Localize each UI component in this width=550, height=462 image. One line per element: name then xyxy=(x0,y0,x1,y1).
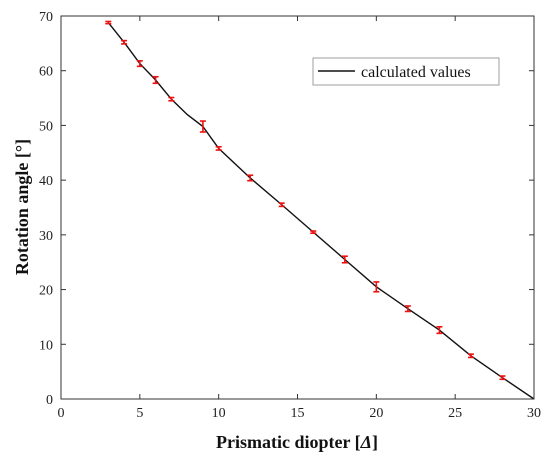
plot-frame xyxy=(60,15,535,400)
error-bar xyxy=(467,353,474,359)
legend: calculated values xyxy=(312,57,500,86)
error-bar xyxy=(499,375,506,381)
x-tick-label: 0 xyxy=(58,406,65,421)
y-tick-label: 70 xyxy=(39,10,53,25)
legend-box xyxy=(312,57,500,86)
x-tick-label: 20 xyxy=(369,406,383,421)
error-bar xyxy=(310,230,317,235)
y-tick-label: 20 xyxy=(39,284,53,299)
x-tick-label: 25 xyxy=(448,406,462,421)
error-bar xyxy=(247,174,254,182)
error-bar xyxy=(373,281,380,293)
legend-label: calculated values xyxy=(361,64,471,81)
x-tick-label: 30 xyxy=(527,406,541,421)
error-bar xyxy=(278,202,285,208)
error-bar xyxy=(152,75,159,85)
y-axis-label: Rotation angle [°] xyxy=(12,139,32,275)
data-layer xyxy=(105,20,535,400)
error-bar xyxy=(404,305,411,313)
x-axis-label: Prismatic diopter [Δ] xyxy=(216,432,378,452)
y-tick-label: 10 xyxy=(39,338,53,353)
y-tick-label: 50 xyxy=(39,119,53,134)
error-bar xyxy=(215,145,222,151)
error-bar xyxy=(436,325,443,335)
y-tick-label: 0 xyxy=(46,393,53,408)
error-bar xyxy=(341,255,348,264)
y-tick-label: 30 xyxy=(39,229,53,244)
error-bar xyxy=(136,60,143,68)
error-bar xyxy=(121,39,128,45)
x-tick-label: 15 xyxy=(291,406,305,421)
axis-ticks: 0 5 10 15 20 25 30 0 10 20 30 40 50 60 70 xyxy=(39,10,541,421)
x-tick-label: 5 xyxy=(136,406,143,421)
y-tick-label: 60 xyxy=(39,65,53,80)
y-tick-label: 40 xyxy=(39,174,53,189)
x-tick-label: 10 xyxy=(212,406,226,421)
error-bar xyxy=(105,20,112,25)
error-bar xyxy=(168,96,175,102)
error-bar xyxy=(199,120,206,133)
